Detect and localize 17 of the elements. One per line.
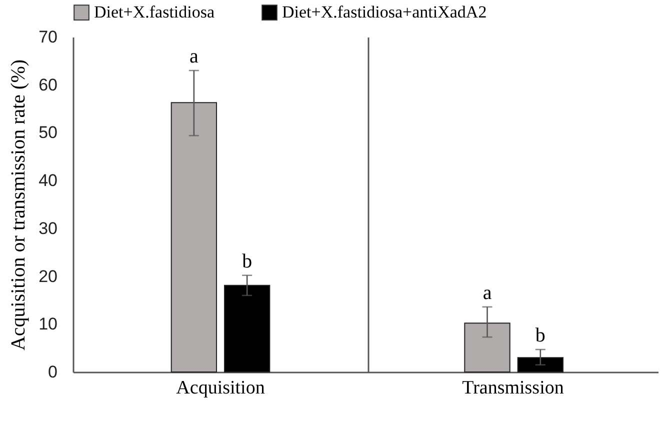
legend-label: Diet+X.fastidiosa+antiXadA2 (282, 2, 487, 22)
y-tick-label: 50 (38, 123, 58, 142)
annotation: b (535, 324, 546, 347)
y-axis-title: Acquisition or transmission rate (%) (8, 59, 30, 351)
y-tick-label: 70 (38, 28, 58, 46)
y-tick-label: 40 (38, 171, 58, 190)
y-tick-label: 60 (38, 75, 58, 94)
legend-label: Diet+X.fastidiosa (94, 2, 215, 22)
y-tick-label: 0 (48, 362, 58, 382)
y-tick-label: 20 (38, 266, 58, 286)
annotation: b (242, 250, 252, 272)
annotation: a (482, 282, 492, 304)
annotation: a (189, 46, 198, 68)
x-tick-label: Transmission (462, 378, 564, 398)
y-tick-label: 10 (38, 314, 58, 334)
y-tick-label: 30 (38, 218, 58, 238)
x-tick-label: Acquisition (176, 378, 266, 398)
